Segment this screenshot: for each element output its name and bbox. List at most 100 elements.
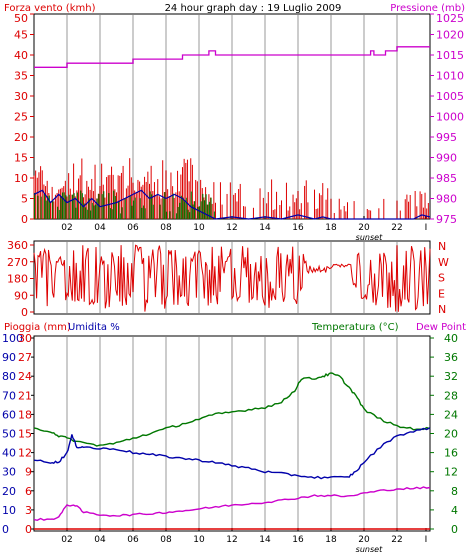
rain-tick-label: 18 bbox=[18, 408, 32, 421]
pressure-line bbox=[34, 46, 430, 68]
pressure-tick-label: 1005 bbox=[436, 90, 464, 103]
pressure-tick-label: 990 bbox=[436, 152, 457, 165]
wind-tick-label: 50 bbox=[14, 12, 28, 25]
x-tick-label: 16 bbox=[292, 223, 304, 233]
wind-average-line bbox=[33, 189, 431, 220]
wind-tick-label: 35 bbox=[14, 70, 28, 83]
wind-tick-label: 45 bbox=[14, 29, 28, 42]
temperature-tick-label: 16 bbox=[444, 447, 458, 460]
compass-label: W bbox=[438, 256, 449, 269]
humidity-tick-label: 60 bbox=[2, 408, 16, 421]
wind-axis-title: Forza vento (kmh) bbox=[4, 3, 96, 14]
vertical-gridlines bbox=[66, 15, 398, 530]
sunset-label: sunset bbox=[356, 233, 383, 242]
pressure-tick-label: 995 bbox=[436, 131, 457, 144]
compass-label: N bbox=[438, 303, 446, 316]
x-tick-label: 16 bbox=[292, 535, 304, 545]
x-tick-label: 10 bbox=[193, 535, 205, 545]
direction-tick-label: 90 bbox=[14, 289, 28, 302]
wind-tick-label: 20 bbox=[14, 131, 28, 144]
humidity-tick-label: 90 bbox=[2, 351, 16, 364]
temperature-axis-title: Temperatura (°C) bbox=[311, 322, 399, 333]
humidity-tick-label: 30 bbox=[2, 466, 16, 479]
rain-tick-label: 21 bbox=[18, 389, 32, 402]
dewpoint-axis-title: Dew Point bbox=[416, 322, 466, 333]
temperature-axis-ticks: 0 4 8 12 16 20 24 28 32 36 40 bbox=[430, 332, 458, 536]
temperature-line bbox=[33, 372, 431, 447]
humidity-tick-label: 10 bbox=[2, 504, 16, 517]
x-tick-label: 22 bbox=[391, 223, 402, 233]
x-tick-label: 20 bbox=[358, 223, 370, 233]
pressure-tick-label: 1010 bbox=[436, 70, 464, 83]
rain-tick-label: 3 bbox=[25, 504, 32, 517]
wind-direction-line bbox=[33, 244, 431, 312]
rain-tick-label: 15 bbox=[18, 428, 32, 441]
wind-tick-label: 5 bbox=[21, 193, 28, 206]
wind-tick-label: 30 bbox=[14, 90, 28, 103]
x-tick-label: 02 bbox=[61, 223, 72, 233]
pressure-axis-title: Pressione (mb) bbox=[390, 3, 465, 14]
temperature-tick-label: 4 bbox=[451, 504, 458, 517]
pressure-tick-label: 975 bbox=[436, 213, 457, 226]
pressure-axis-ticks: 975 980 985 990 995 1000 1005 1010 1015 1020 1025 bbox=[430, 12, 464, 226]
temperature-tick-label: 40 bbox=[444, 332, 458, 345]
x-tick-label: 04 bbox=[94, 535, 106, 545]
x-tick-label: 10 bbox=[193, 223, 205, 233]
compass-label: N bbox=[438, 240, 446, 253]
x-tick-label: 08 bbox=[160, 535, 172, 545]
sunset-label: sunset bbox=[356, 545, 383, 554]
wind-axis-ticks: 0 5 10 15 20 25 30 35 40 45 50 bbox=[14, 12, 34, 226]
pressure-tick-label: 1015 bbox=[436, 49, 464, 62]
direction-tick-label: 0 bbox=[21, 306, 28, 319]
wind-tick-label: 15 bbox=[14, 152, 28, 165]
x-tick-label: 08 bbox=[160, 223, 172, 233]
rain-tick-label: 9 bbox=[25, 466, 32, 479]
temperature-tick-label: 28 bbox=[444, 389, 458, 402]
compass-label: E bbox=[438, 287, 445, 300]
x-tick-label: 18 bbox=[325, 223, 337, 233]
wind-tick-label: 25 bbox=[14, 111, 28, 124]
temperature-tick-label: 24 bbox=[444, 408, 458, 421]
humidity-tick-label: 50 bbox=[2, 428, 16, 441]
x-tick-label: 06 bbox=[127, 223, 139, 233]
temperature-tick-label: 32 bbox=[444, 370, 458, 383]
temperature-tick-label: 20 bbox=[444, 428, 458, 441]
wind-tick-label: 10 bbox=[14, 172, 28, 185]
humidity-tick-label: 20 bbox=[2, 485, 16, 498]
direction-axis-ticks: 0 90 180 270 360 bbox=[7, 239, 34, 319]
temperature-tick-label: 12 bbox=[444, 466, 458, 479]
rain-tick-label: 27 bbox=[18, 351, 32, 364]
x-tick-label: 14 bbox=[259, 223, 271, 233]
rain-tick-label: 24 bbox=[18, 370, 32, 383]
x-tick-label: 20 bbox=[358, 535, 370, 545]
wind-tick-label: 0 bbox=[21, 213, 28, 226]
direction-tick-label: 360 bbox=[7, 239, 28, 252]
temperature-tick-label: 8 bbox=[451, 485, 458, 498]
direction-tick-label: 180 bbox=[7, 273, 28, 286]
humidity-tick-label: 100 bbox=[2, 332, 23, 345]
rain-tick-label: 12 bbox=[18, 447, 32, 460]
wind-tick-label: 40 bbox=[14, 49, 28, 62]
x-tick-label: 02 bbox=[61, 535, 72, 545]
rain-tick-label: 30 bbox=[18, 332, 32, 345]
x-tick-label: 18 bbox=[325, 535, 337, 545]
x-tick-label: 04 bbox=[94, 223, 106, 233]
x-tick-label: 12 bbox=[226, 223, 237, 233]
humidity-tick-label: 80 bbox=[2, 370, 16, 383]
x-tick-label: 22 bbox=[391, 535, 402, 545]
x-tick-label: I bbox=[425, 223, 428, 233]
humidity-tick-label: 40 bbox=[2, 447, 16, 460]
compass-label: S bbox=[438, 272, 445, 285]
x-tick-label: 06 bbox=[127, 535, 139, 545]
pressure-tick-label: 1020 bbox=[436, 29, 464, 42]
graph-title: 24 hour graph day : 19 Luglio 2009 bbox=[165, 3, 342, 14]
rain-tick-label: 0 bbox=[25, 523, 32, 536]
rain-axis-title: Pioggia (mm) bbox=[4, 322, 71, 333]
direction-tick-label: 270 bbox=[7, 256, 28, 269]
humidity-tick-label: 70 bbox=[2, 389, 16, 402]
humidity-axis-title: Umidita % bbox=[68, 322, 120, 333]
